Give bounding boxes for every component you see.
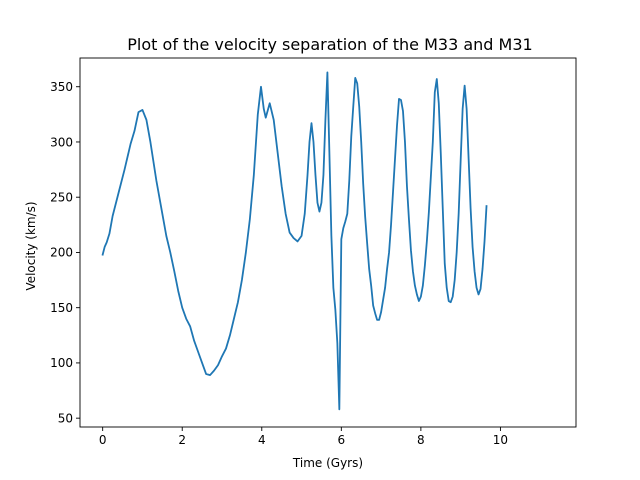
x-tick-label: 10 <box>493 433 508 447</box>
y-tick-label: 50 <box>58 411 73 425</box>
y-tick-label: 150 <box>50 301 73 315</box>
x-axis-label: Time (Gyrs) <box>292 456 363 470</box>
y-tick-label: 350 <box>50 80 73 94</box>
y-tick-label: 200 <box>50 246 73 260</box>
y-tick-label: 250 <box>50 191 73 205</box>
plot-area: 0 2 4 6 8 10 50 100 150 200 250 300 350 <box>50 57 577 447</box>
y-tick-label: 300 <box>50 135 73 149</box>
chart-title: Plot of the velocity separation of the M… <box>127 35 532 54</box>
x-tick-label: 4 <box>258 433 266 447</box>
x-tick-label: 6 <box>338 433 346 447</box>
x-tick-label: 2 <box>178 433 186 447</box>
y-tick-label: 100 <box>50 356 73 370</box>
x-tick-label: 8 <box>417 433 425 447</box>
x-tick-label: 0 <box>99 433 107 447</box>
y-axis-label: Velocity (km/s) <box>24 201 38 290</box>
series-line-0 <box>101 71 488 411</box>
plot-frame <box>79 57 577 428</box>
